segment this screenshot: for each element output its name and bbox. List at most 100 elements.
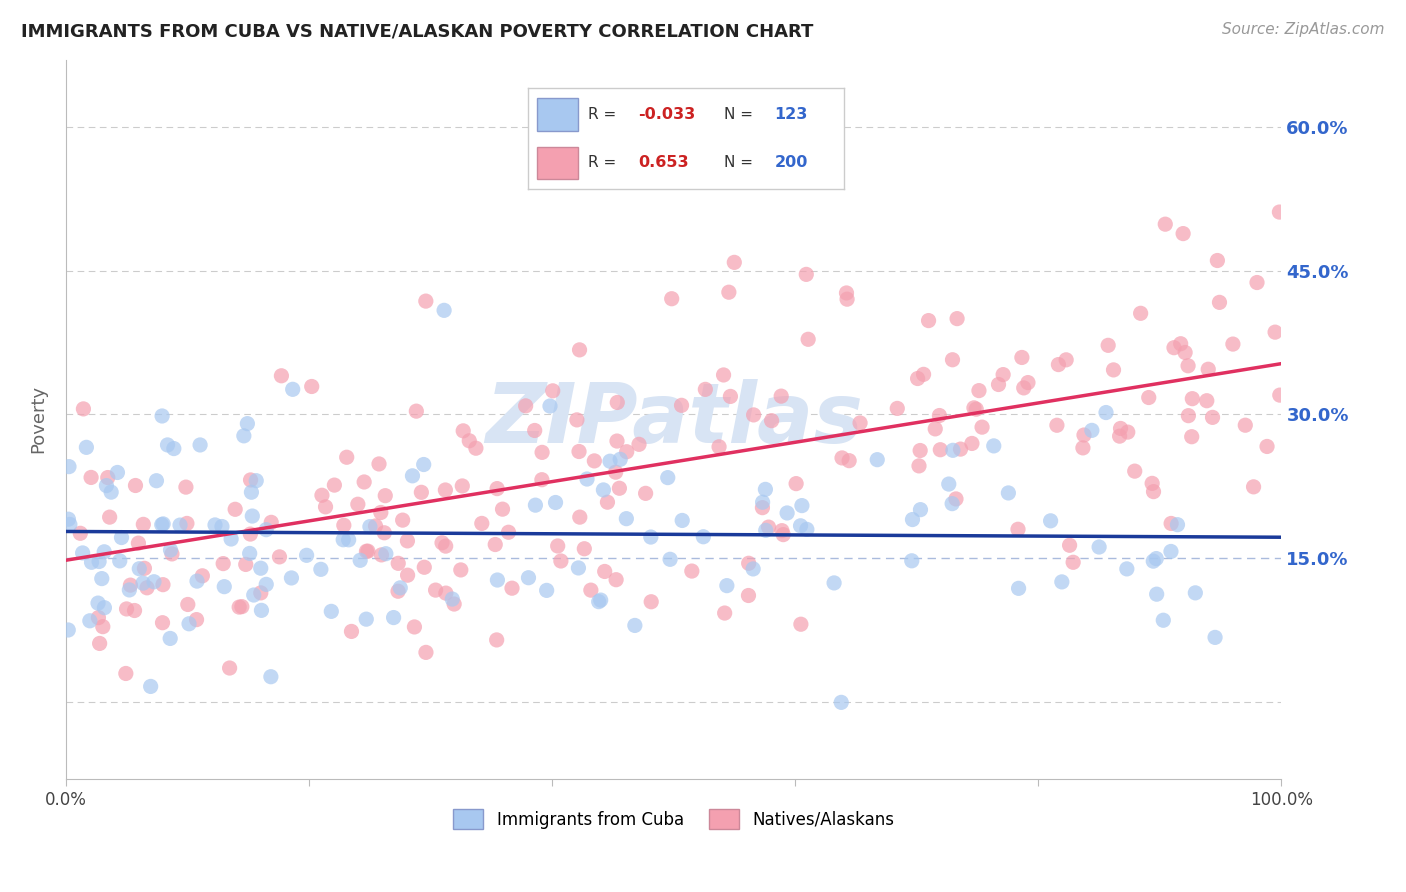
Point [128,562,150,576]
Point [1047,358,1070,372]
Point [89,636,111,650]
Point [547,539,569,553]
Point [115,602,138,616]
Point [1166,517,1188,532]
Point [1012,381,1035,395]
Point [127,536,149,550]
Point [568,343,591,357]
Point [188,438,211,452]
Point [596,495,619,509]
Point [270,368,292,383]
Point [337,533,360,547]
Point [373,525,395,540]
Point [72,401,94,416]
Point [592,483,614,497]
Point [315,500,337,514]
Point [1050,574,1073,589]
Point [124,478,146,492]
Point [616,444,638,458]
Point [150,409,173,423]
Point [849,416,872,430]
Point [1160,544,1182,558]
Point [93,545,115,559]
Point [118,582,141,597]
Point [356,612,378,626]
Point [593,565,616,579]
Point [389,581,412,595]
Point [110,531,132,545]
Point [835,292,858,306]
Point [107,466,129,480]
Point [100,485,122,500]
Y-axis label: Poverty: Poverty [30,385,46,453]
Point [866,452,889,467]
Point [174,480,197,494]
Point [451,479,474,493]
Point [396,533,419,548]
Point [139,680,162,694]
Point [717,285,740,300]
Point [574,541,596,556]
Point [211,519,233,533]
Point [907,371,929,385]
Point [1017,376,1039,390]
Point [387,557,409,571]
Point [357,544,380,558]
Point [114,666,136,681]
Point [59,517,82,532]
Point [231,599,253,614]
Point [191,569,214,583]
Point [295,549,318,563]
Point [970,420,993,434]
Point [609,481,631,495]
Point [1059,538,1081,552]
Point [627,437,650,451]
Point [692,530,714,544]
Point [232,429,254,443]
Point [434,483,457,497]
Point [58,459,80,474]
Point [924,422,946,436]
Point [75,441,97,455]
Point [723,255,745,269]
Point [695,383,717,397]
Point [280,571,302,585]
Point [90,572,112,586]
Point [405,404,427,418]
Point [1246,276,1268,290]
Point [97,470,120,484]
Point [742,562,765,576]
Point [991,368,1014,382]
Point [1163,341,1185,355]
Point [353,475,375,489]
Point [1071,441,1094,455]
Point [498,525,520,540]
Text: IMMIGRANTS FROM CUBA VS NATIVE/ALASKAN POVERTY CORRELATION CHART: IMMIGRANTS FROM CUBA VS NATIVE/ALASKAN P… [21,22,814,40]
Point [212,557,235,571]
Point [772,527,794,541]
Point [152,615,174,630]
Point [1054,352,1077,367]
Point [269,549,291,564]
Legend: Immigrants from Cuba, Natives/Alaskans: Immigrants from Cuba, Natives/Alaskans [447,803,901,835]
Point [1243,480,1265,494]
Point [1039,514,1062,528]
Point [941,352,963,367]
Point [150,517,173,532]
Point [387,584,409,599]
Point [1116,425,1139,439]
Point [761,414,783,428]
Point [321,604,343,618]
Point [576,472,599,486]
Point [1256,440,1278,454]
Point [413,560,436,574]
Point [430,535,453,549]
Point [434,539,457,553]
Point [797,332,820,346]
Point [484,537,506,551]
Point [751,500,773,515]
Point [530,473,553,487]
Point [1144,551,1167,566]
Point [790,617,813,632]
Point [1268,205,1291,219]
